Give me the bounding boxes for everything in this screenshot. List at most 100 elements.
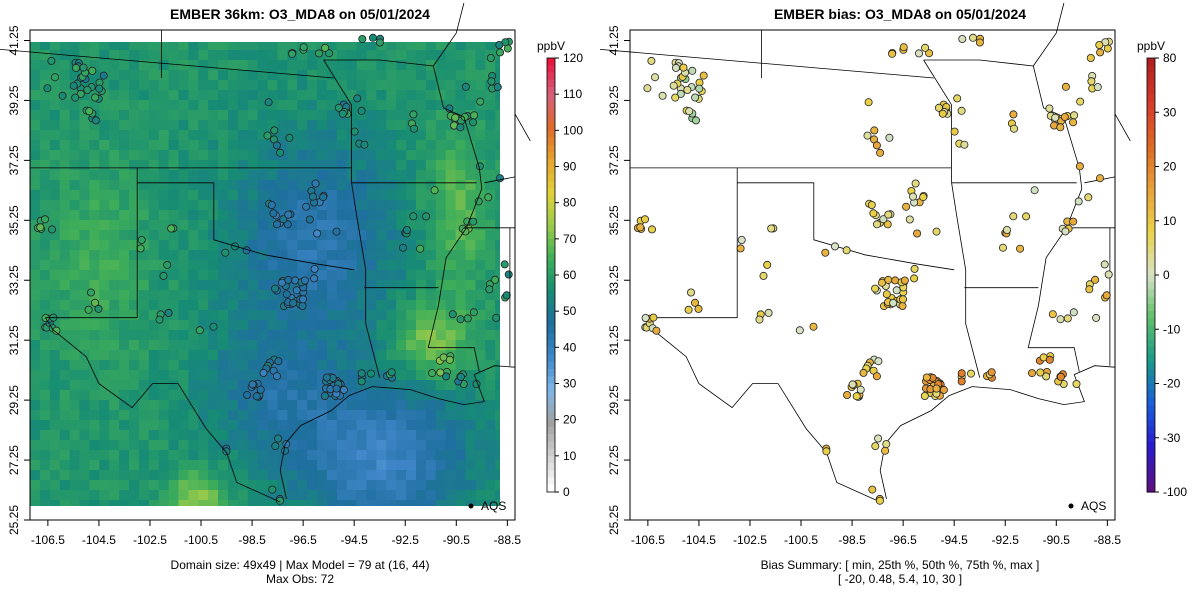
bias-point	[679, 63, 688, 72]
model-cell	[247, 280, 259, 291]
x-tick-label: -96.5	[289, 533, 317, 547]
model-cell	[376, 250, 387, 261]
x-tick-label: -96.5	[889, 533, 917, 547]
bias-point	[1056, 315, 1065, 324]
model-cell	[208, 40, 219, 51]
colorbar-segment	[547, 173, 555, 182]
model-cell	[49, 110, 61, 121]
model-cell	[208, 100, 219, 111]
model-cell	[485, 470, 496, 481]
model-cell	[465, 170, 476, 181]
model-cell	[416, 150, 427, 161]
bias-point	[651, 73, 660, 82]
model-cell	[49, 420, 61, 431]
model-cell	[267, 50, 278, 61]
model-cell	[30, 140, 41, 151]
model-cell	[198, 390, 209, 401]
model-cell	[138, 180, 150, 191]
obs-point	[321, 43, 330, 52]
model-cell	[326, 190, 338, 201]
model-cell	[307, 120, 318, 131]
model-cell	[376, 90, 387, 101]
model-cell	[178, 100, 189, 111]
model-cell	[148, 240, 160, 251]
model-cell	[326, 450, 338, 461]
model-cell	[366, 100, 377, 111]
model-cell	[475, 60, 486, 71]
bias-point	[1072, 379, 1081, 388]
model-cell	[435, 300, 447, 311]
model-cell	[227, 460, 239, 471]
model-cell	[287, 230, 298, 241]
model-cell	[307, 320, 318, 331]
model-cell	[69, 400, 80, 411]
model-cell	[79, 310, 90, 321]
model-cell	[69, 410, 80, 421]
obs-point	[492, 313, 501, 322]
model-cell	[297, 250, 308, 261]
model-field	[30, 30, 516, 521]
y-tick-label: 33.25	[607, 265, 621, 295]
colorbar-segment	[1147, 173, 1155, 182]
model-cell	[79, 90, 90, 101]
y-tick-label: 27.25	[607, 445, 621, 475]
obs-points	[33, 33, 513, 505]
model-cell	[148, 70, 160, 81]
model-cell	[465, 400, 476, 411]
model-cell	[208, 70, 219, 81]
model-cell	[267, 220, 278, 231]
model-cell	[356, 60, 368, 71]
model-cell	[396, 130, 407, 141]
model-cell	[208, 410, 219, 421]
bias-point	[809, 322, 818, 331]
model-cell	[257, 440, 269, 451]
model-cell	[198, 200, 209, 211]
model-cell	[79, 130, 90, 141]
model-cell	[39, 200, 51, 211]
model-cell	[465, 270, 476, 281]
model-cell	[99, 130, 110, 141]
x-tick-label: -106.5	[631, 533, 665, 547]
model-cell	[158, 200, 170, 211]
state-boundary	[600, 48, 934, 79]
model-cell	[168, 390, 179, 401]
model-cell	[99, 120, 110, 131]
model-cell	[168, 120, 179, 131]
model-cell	[237, 470, 249, 481]
model-cell	[30, 260, 41, 271]
model-cell	[30, 190, 41, 201]
model-cell	[208, 310, 219, 321]
model-cell	[287, 180, 298, 191]
model-cell	[406, 290, 417, 301]
model-cell	[178, 440, 189, 451]
model-cell	[148, 50, 160, 61]
colorbar-unit: ppbV	[1137, 39, 1165, 53]
bias-point	[1002, 225, 1011, 234]
model-cell	[336, 340, 348, 351]
model-cell	[336, 140, 348, 151]
model-cell	[79, 440, 90, 451]
model-cell	[297, 470, 308, 481]
y-tick-label: 29.25	[607, 385, 621, 415]
model-cell	[218, 360, 229, 371]
y-tick-label: 35.25	[607, 205, 621, 235]
model-cell	[148, 410, 160, 421]
colorbar-segment	[547, 166, 555, 175]
model-cell	[485, 130, 496, 141]
model-cell	[277, 250, 288, 261]
model-cell	[119, 280, 130, 291]
model-cell	[208, 380, 219, 391]
model-cell	[416, 330, 427, 341]
model-cell	[178, 230, 189, 241]
model-cell	[148, 250, 160, 261]
model-cell	[198, 250, 209, 261]
model-cell	[198, 360, 209, 371]
y-tick-label: 25.25	[607, 505, 621, 535]
model-cell	[208, 180, 219, 191]
model-cell	[445, 250, 457, 261]
bias-point	[1030, 186, 1039, 195]
bias-point	[691, 93, 700, 102]
model-cell	[336, 330, 348, 341]
model-cell	[30, 250, 41, 261]
model-cell	[208, 440, 219, 451]
